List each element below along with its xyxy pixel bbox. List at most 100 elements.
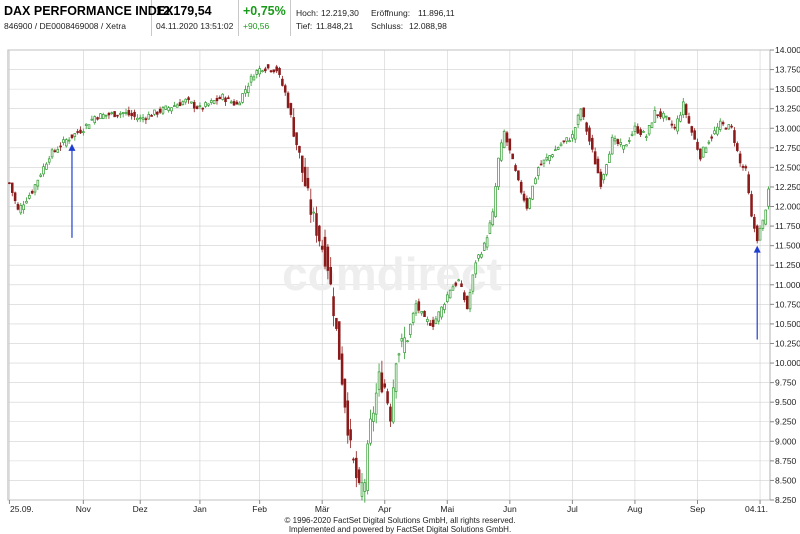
candle-body bbox=[727, 124, 731, 130]
candle-body bbox=[355, 457, 358, 479]
candle-body bbox=[736, 143, 739, 151]
candle-body bbox=[13, 192, 17, 202]
candle-body bbox=[482, 242, 486, 251]
candle-body bbox=[10, 182, 14, 193]
y-tick-label: 12.750 bbox=[775, 143, 800, 153]
candle-body bbox=[582, 107, 586, 118]
candle-body bbox=[426, 318, 429, 322]
candle-body bbox=[164, 105, 168, 110]
instrument-ids: 846900 / DE0008469008 / Xetra bbox=[4, 21, 126, 31]
y-tick-label: 8.250 bbox=[775, 495, 797, 505]
y-tick-label: 11.000 bbox=[775, 280, 800, 290]
watermark: comdirect bbox=[282, 248, 502, 300]
candle-body bbox=[585, 122, 588, 132]
candle-body bbox=[79, 129, 82, 134]
candle-body bbox=[65, 139, 68, 147]
candle-body bbox=[630, 133, 634, 136]
candle-body bbox=[320, 245, 324, 250]
candle-body bbox=[764, 209, 768, 225]
candle-body bbox=[593, 151, 597, 165]
candle-body bbox=[474, 262, 477, 275]
candle-body bbox=[181, 101, 185, 106]
candle-body bbox=[647, 125, 651, 135]
candle-body bbox=[22, 204, 25, 211]
candle-body bbox=[710, 136, 713, 139]
candle-body bbox=[437, 311, 441, 322]
candle-body bbox=[150, 114, 153, 117]
candle-body bbox=[352, 458, 355, 461]
candle-body bbox=[477, 254, 480, 259]
y-tick-label: 13.000 bbox=[775, 123, 800, 133]
candle-body bbox=[281, 78, 284, 86]
candle-body bbox=[286, 92, 290, 108]
candle-body bbox=[679, 114, 682, 122]
change-percent: +0,75% bbox=[243, 4, 286, 18]
candle-body bbox=[758, 227, 762, 241]
candle-body bbox=[301, 155, 304, 173]
candle-body bbox=[491, 211, 495, 226]
candle-body bbox=[730, 125, 733, 128]
high-value: 12.219,30 bbox=[321, 8, 359, 18]
candle-body bbox=[380, 372, 384, 393]
y-tick-label: 9.750 bbox=[775, 378, 797, 388]
candle-body bbox=[374, 392, 378, 415]
candle-body bbox=[406, 340, 409, 343]
low-label: Tief: bbox=[296, 21, 313, 31]
candle-body bbox=[229, 101, 233, 104]
candle-body bbox=[332, 296, 335, 317]
candle-body bbox=[502, 130, 506, 148]
candle-body bbox=[335, 317, 338, 329]
candle-body bbox=[121, 112, 125, 114]
candle-body bbox=[696, 141, 699, 150]
y-axis: 8.250 8.500 8.750 9.000 9.250 9.500 9.750 10.00… bbox=[770, 45, 800, 505]
candle-body bbox=[62, 139, 65, 144]
candle-body bbox=[662, 112, 665, 119]
y-tick-label: 12.250 bbox=[775, 182, 800, 192]
candle-body bbox=[517, 170, 520, 181]
candle-body bbox=[309, 199, 313, 215]
candle-body bbox=[684, 104, 688, 115]
candle-body bbox=[130, 112, 133, 117]
y-tick-label: 9.250 bbox=[775, 417, 797, 427]
candle-body bbox=[59, 145, 62, 148]
candle-body bbox=[636, 126, 640, 134]
x-tick-label: 04.11. bbox=[745, 504, 768, 514]
candle-body bbox=[136, 117, 139, 121]
instrument-name: DAX PERFORMANCE INDEX bbox=[4, 4, 174, 18]
instrument-cell: DAX PERFORMANCE INDEX 846900 / DE0008469… bbox=[0, 0, 173, 36]
candle-body bbox=[8, 182, 11, 185]
candle-body bbox=[505, 132, 509, 143]
x-axis: 25.09. Nov Dez Jan Feb Mär Apr Mai Jun Jul Aug Sep 0… bbox=[8, 500, 768, 514]
candle-body bbox=[252, 76, 256, 81]
candle-body bbox=[272, 69, 276, 73]
candle-body bbox=[73, 133, 77, 137]
candle-body bbox=[173, 105, 176, 107]
candle-body bbox=[602, 174, 605, 181]
candle-body bbox=[283, 85, 287, 93]
candle-body bbox=[514, 165, 517, 171]
candle-body bbox=[147, 114, 151, 120]
candle-body bbox=[104, 114, 108, 117]
candle-body bbox=[82, 131, 85, 134]
candle-body bbox=[428, 322, 432, 326]
low-value: 11.848,21 bbox=[316, 21, 354, 31]
x-tick-label: Jan bbox=[193, 504, 207, 514]
candle-body bbox=[451, 286, 455, 291]
candle-body bbox=[212, 100, 216, 104]
candle-body bbox=[534, 178, 537, 185]
candle-body bbox=[30, 191, 34, 194]
candle-body bbox=[400, 338, 404, 342]
candle-body bbox=[682, 101, 685, 116]
x-tick-label: Nov bbox=[76, 504, 92, 514]
candle-body bbox=[616, 139, 620, 145]
candle-body bbox=[619, 142, 623, 145]
candle-body bbox=[551, 154, 554, 158]
candle-body bbox=[127, 110, 131, 116]
candle-body bbox=[195, 106, 199, 110]
candle-body bbox=[144, 118, 148, 121]
candle-body bbox=[340, 353, 344, 385]
candle-body bbox=[292, 117, 296, 137]
candle-body bbox=[90, 118, 94, 121]
candle-body bbox=[548, 155, 551, 161]
candle-body bbox=[761, 219, 765, 229]
